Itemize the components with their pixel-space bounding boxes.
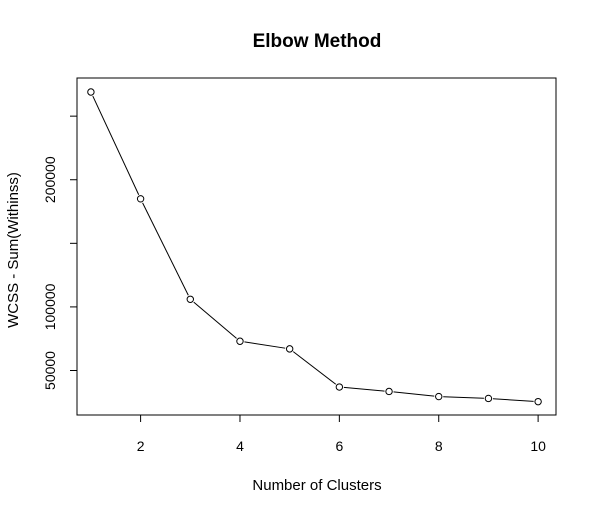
y-axis: 50000 100000 200000 bbox=[42, 115, 77, 390]
x-tick-label: 4 bbox=[236, 438, 244, 454]
data-point bbox=[186, 295, 194, 303]
series-segment bbox=[393, 391, 435, 397]
y-axis-label: WCSS - Sum(Withinss) bbox=[5, 172, 22, 328]
x-tick-label: 2 bbox=[137, 438, 145, 454]
x-tick-label: 10 bbox=[530, 438, 546, 454]
x-tick-label: 8 bbox=[435, 438, 443, 454]
series-segment bbox=[244, 341, 286, 349]
series-segment bbox=[492, 398, 534, 402]
data-point bbox=[87, 88, 95, 96]
data-point bbox=[435, 392, 443, 401]
series-segment bbox=[292, 351, 337, 385]
y-tick-label: 200000 bbox=[42, 156, 58, 203]
plot-frame bbox=[76, 77, 557, 416]
series-segment bbox=[92, 95, 140, 195]
x-axis-label: Number of Clusters bbox=[252, 477, 381, 494]
series-segment bbox=[193, 301, 237, 339]
data-point bbox=[484, 394, 493, 403]
data-point bbox=[534, 397, 542, 406]
data-point bbox=[285, 345, 294, 353]
chart-title: Elbow Method bbox=[253, 31, 382, 52]
series-layer bbox=[87, 88, 542, 406]
data-point bbox=[385, 387, 393, 396]
series-segment bbox=[142, 202, 189, 296]
data-point bbox=[335, 383, 344, 391]
y-tick-label: 100000 bbox=[42, 283, 58, 330]
data-point bbox=[136, 195, 145, 203]
y-tick-label: 50000 bbox=[42, 351, 58, 390]
series-segment bbox=[343, 386, 385, 392]
x-tick-label: 6 bbox=[335, 438, 343, 454]
series-segment bbox=[443, 396, 484, 399]
x-axis: 2 4 6 8 10 bbox=[137, 415, 546, 454]
data-point bbox=[236, 337, 244, 345]
